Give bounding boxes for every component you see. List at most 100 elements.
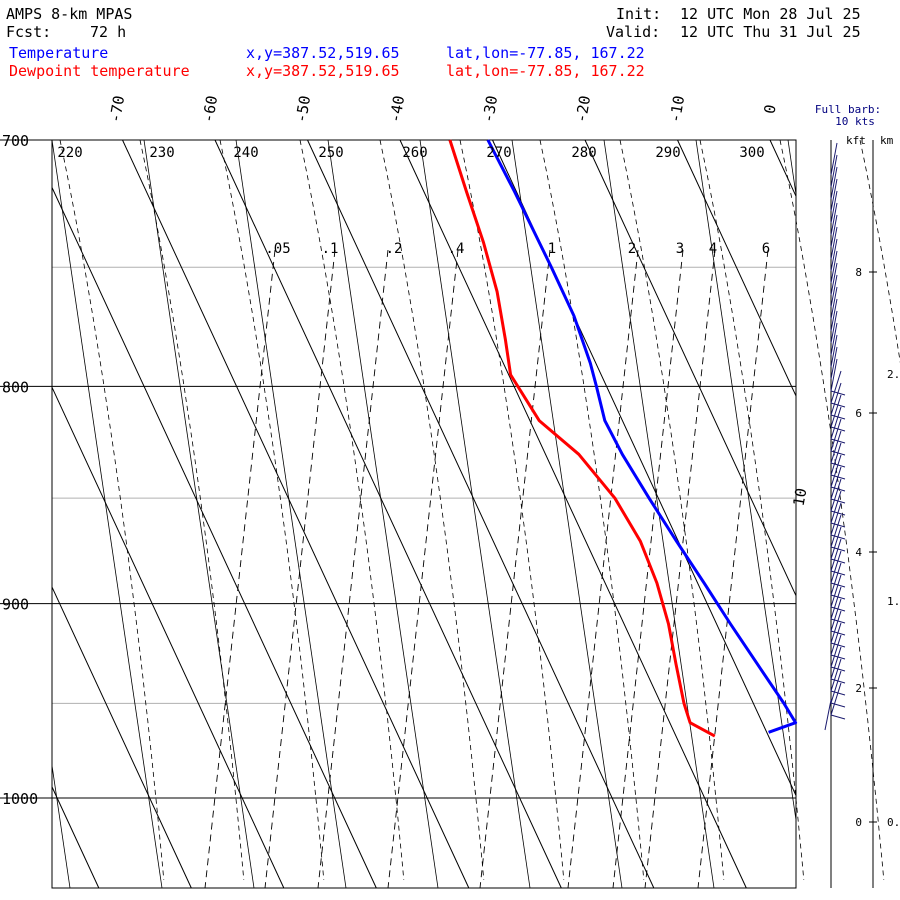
isotherm-label: -10 bbox=[666, 94, 688, 124]
isotherm-label: 0 bbox=[760, 103, 779, 115]
moist-adiabat bbox=[699, 139, 805, 881]
theta-label: 300 bbox=[739, 145, 764, 161]
mixing-ratio-label: .1 bbox=[322, 241, 339, 257]
valid-label: Valid: bbox=[606, 23, 661, 41]
kft-tick-label: 4 bbox=[855, 546, 862, 559]
dry-adiabat bbox=[51, 139, 163, 889]
temperature-legend-label: Temperature bbox=[9, 44, 109, 62]
moist-adiabat bbox=[299, 139, 405, 881]
moist-adiabat bbox=[539, 139, 645, 881]
wind-barb bbox=[830, 310, 838, 344]
temperature-xy: x,y=387.52,519.65 bbox=[246, 44, 400, 62]
dry-adiabat bbox=[511, 139, 623, 889]
kft-tick-label: 0 bbox=[855, 816, 862, 829]
isotherm-label: -60 bbox=[199, 94, 221, 124]
dry-adiabat bbox=[51, 765, 71, 889]
wind-barb-flag bbox=[830, 702, 846, 708]
isotherm bbox=[307, 139, 655, 889]
wind-barb bbox=[830, 274, 838, 308]
wind-barb bbox=[830, 454, 842, 488]
isotherm-label: -20 bbox=[572, 94, 594, 124]
mixing-ratio-line bbox=[317, 249, 389, 889]
wind-barb bbox=[830, 670, 842, 704]
wind-barb bbox=[830, 322, 838, 356]
dewpoint-xy: x,y=387.52,519.65 bbox=[246, 62, 400, 80]
isotherm bbox=[399, 139, 747, 889]
mixing-ratio-line bbox=[204, 249, 276, 889]
kft-axis-label: kft bbox=[846, 134, 866, 147]
dewpoint-temperature-line bbox=[448, 139, 716, 738]
wind-barb bbox=[830, 526, 842, 560]
wind-barb bbox=[830, 214, 838, 248]
wind-barb bbox=[830, 430, 842, 464]
moist-adiabat bbox=[59, 139, 165, 881]
isotherm-label: -50 bbox=[292, 94, 314, 124]
km-tick-label: 0. bbox=[887, 816, 900, 829]
wind-barb bbox=[830, 394, 842, 428]
wind-barb bbox=[830, 178, 838, 212]
dry-adiabat bbox=[327, 139, 439, 889]
wind-barb bbox=[830, 562, 842, 596]
wind-barb bbox=[830, 598, 842, 632]
mixing-ratio-line bbox=[697, 249, 769, 889]
dry-adiabat bbox=[787, 139, 797, 195]
dewpoint-legend-label: Dewpoint temperature bbox=[9, 62, 190, 80]
wind-barb bbox=[830, 490, 842, 524]
isotherm-label: -30 bbox=[479, 94, 501, 124]
dry-adiabat bbox=[419, 139, 531, 889]
wind-barb bbox=[830, 622, 842, 656]
wind-barb bbox=[830, 226, 838, 260]
theta-label: 280 bbox=[571, 145, 596, 161]
wind-barb bbox=[830, 634, 842, 668]
isotherm bbox=[769, 139, 797, 197]
init-value: 12 UTC Mon 28 Jul 25 bbox=[680, 5, 861, 23]
km-tick-label: 1. bbox=[887, 595, 900, 608]
kft-tick-label: 6 bbox=[855, 407, 862, 420]
wind-barb bbox=[830, 250, 838, 284]
mixing-ratio-label: .05 bbox=[265, 241, 290, 257]
mixing-ratio-line bbox=[612, 249, 684, 889]
wind-barb bbox=[830, 358, 838, 392]
wind-barb bbox=[830, 586, 842, 620]
theta-label: 260 bbox=[402, 145, 427, 161]
wind-barb bbox=[830, 502, 842, 536]
barb-legend-line2: 10 kts bbox=[835, 115, 875, 128]
wind-barb bbox=[830, 154, 838, 188]
wind-barb-flag bbox=[830, 714, 846, 720]
dry-adiabat bbox=[695, 139, 797, 821]
wind-barb bbox=[830, 478, 842, 512]
wind-barb bbox=[830, 370, 842, 404]
mixing-ratio-line bbox=[567, 249, 639, 889]
wind-barb bbox=[830, 166, 838, 200]
barb-legend-line1: Full barb: bbox=[815, 103, 881, 116]
km-tick-label: 2. bbox=[887, 368, 900, 381]
mixing-ratio-label: .2 bbox=[386, 241, 403, 257]
theta-label: 220 bbox=[57, 145, 82, 161]
dewpoint-latlon: lat,lon=-77.85, 167.22 bbox=[446, 62, 645, 80]
wind-barb bbox=[830, 550, 842, 584]
chart-frame bbox=[51, 139, 797, 889]
wind-barb bbox=[830, 382, 842, 416]
wind-barb bbox=[830, 262, 838, 296]
mixing-ratio-line bbox=[479, 249, 551, 889]
dry-adiabat bbox=[143, 139, 255, 889]
wind-barb bbox=[830, 538, 842, 572]
wind-barb bbox=[830, 238, 838, 272]
wind-barb bbox=[830, 646, 842, 680]
wind-barb bbox=[830, 682, 842, 716]
theta-label: 250 bbox=[318, 145, 343, 161]
pressure-tick-label: 1000 bbox=[2, 790, 38, 808]
wind-barb bbox=[830, 286, 838, 320]
wind-barb bbox=[824, 699, 832, 731]
mixing-ratio-line bbox=[644, 249, 716, 889]
valid-value: 12 UTC Thu 31 Jul 25 bbox=[680, 23, 861, 41]
moist-adiabat bbox=[859, 139, 900, 364]
wind-barb bbox=[830, 442, 842, 476]
kft-tick-label: 8 bbox=[855, 266, 862, 279]
wind-barb bbox=[830, 190, 838, 224]
isotherm bbox=[677, 139, 797, 397]
mixing-ratio-label: 3 bbox=[676, 241, 684, 257]
theta-label: 240 bbox=[233, 145, 258, 161]
wind-barb bbox=[830, 142, 838, 176]
